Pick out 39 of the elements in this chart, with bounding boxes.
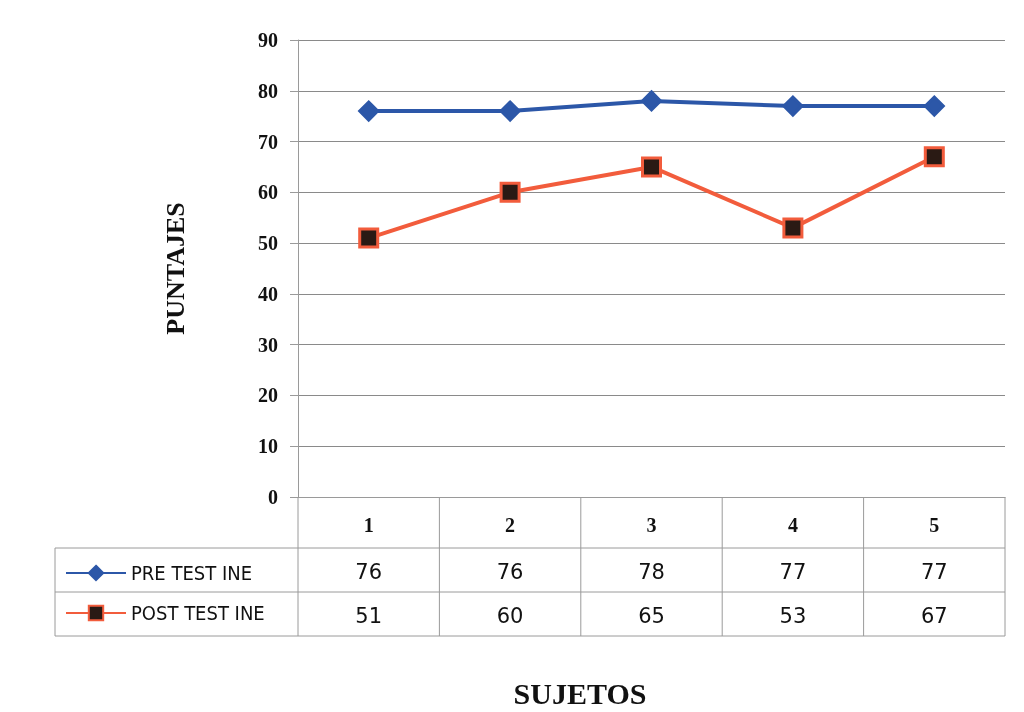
point — [782, 217, 804, 239]
y-tick-label: 60 — [258, 181, 278, 204]
point — [641, 90, 662, 112]
x-tick-label: 5 — [929, 514, 940, 536]
legend-label: POST TEST INE — [131, 601, 265, 625]
data-label: 60 — [496, 604, 524, 628]
x-tick-label: 2 — [505, 514, 516, 536]
point — [499, 100, 521, 122]
data-label: 76 — [355, 560, 383, 584]
y-tick-label: 40 — [258, 282, 278, 305]
y-tick-label: 80 — [258, 79, 278, 102]
point — [358, 100, 380, 122]
point — [923, 95, 945, 117]
y-axis-title: PUNTAJES — [160, 202, 190, 335]
point — [782, 95, 804, 117]
y-tick-label: 20 — [258, 384, 278, 407]
y-tick-label: 50 — [258, 232, 278, 255]
y-tick-label: 70 — [258, 130, 278, 153]
data-label: 76 — [496, 560, 524, 584]
x-tick-label: 3 — [646, 514, 657, 536]
data-label: 77 — [920, 560, 948, 584]
y-tick-label: 90 — [258, 29, 278, 51]
x-tick-label: 1 — [363, 514, 374, 536]
data-label: 51 — [355, 604, 383, 628]
x-tick-label: 4 — [787, 514, 798, 536]
data-label: 53 — [779, 604, 807, 628]
y-tick-label: 10 — [258, 435, 278, 458]
y-tick-label: 0 — [268, 486, 278, 508]
legend-label: PRE TEST INE — [131, 561, 253, 585]
point — [358, 227, 380, 249]
data-label: 78 — [638, 560, 665, 584]
data-label: 67 — [920, 604, 948, 628]
x-axis-title: SUJETOS — [513, 676, 647, 710]
point — [923, 146, 945, 168]
point — [641, 156, 662, 178]
data-label: 65 — [638, 604, 665, 628]
point — [499, 181, 521, 203]
y-tick-label: 30 — [258, 333, 278, 356]
data-label: 77 — [779, 560, 807, 584]
